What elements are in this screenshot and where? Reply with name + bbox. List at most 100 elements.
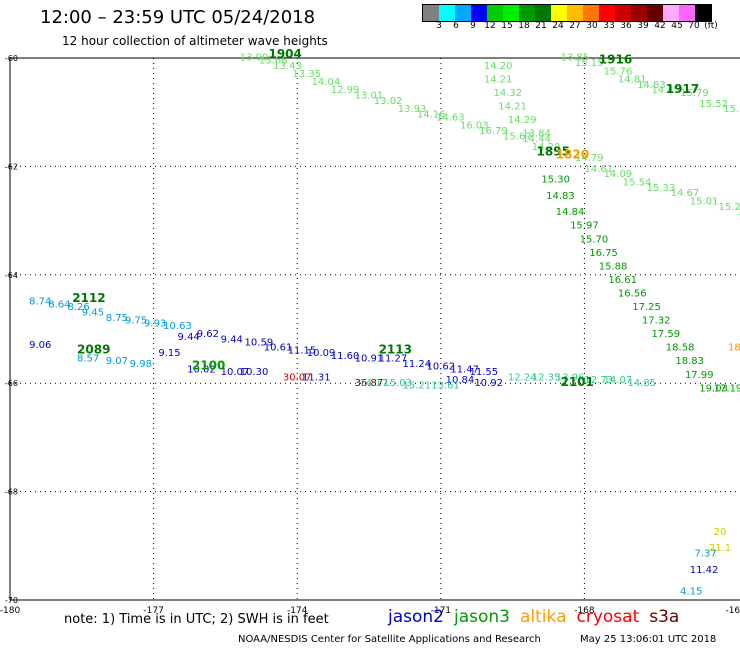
swh-label: 8.74 bbox=[29, 297, 51, 308]
swh-label: 17.59 bbox=[651, 329, 680, 340]
legend-swatch bbox=[615, 5, 631, 21]
swh-label: 14.04 bbox=[312, 77, 341, 88]
swh-label: 15.33 bbox=[647, 183, 676, 194]
swh-label: 13.43 bbox=[273, 61, 302, 72]
swh-label: 14.29 bbox=[508, 115, 537, 126]
legend-label: 30 bbox=[586, 21, 598, 31]
swh-label: 13.93 bbox=[398, 104, 427, 115]
swh-label: 10.09 bbox=[307, 348, 336, 359]
swh-label: 13.61 bbox=[431, 381, 460, 392]
legend-label: 45 bbox=[671, 21, 683, 31]
swh-label: 11.15 bbox=[288, 345, 317, 356]
swh-label: 15.88 bbox=[599, 261, 628, 272]
swh-label: 15.03 bbox=[383, 378, 412, 389]
swh-label: 16.79 bbox=[479, 126, 508, 137]
swh-label: 14.83 bbox=[546, 191, 575, 202]
legend-label: 3 bbox=[436, 21, 442, 31]
swh-label: 7.37 bbox=[695, 549, 717, 560]
swh-label: 14.09 bbox=[604, 169, 633, 180]
swh-label: 9.06 bbox=[29, 340, 51, 351]
swh-label: 9.75 bbox=[125, 316, 147, 327]
legend-swatch bbox=[599, 5, 615, 21]
legend-label: 24 bbox=[552, 21, 564, 31]
swh-label: 36.87 bbox=[355, 378, 384, 389]
legend-label: 36 bbox=[620, 21, 632, 31]
mission-legend-cryosat: cryosat bbox=[576, 607, 640, 627]
swh-label: 13.85 bbox=[560, 53, 589, 64]
legend-swatch bbox=[551, 5, 567, 21]
map-title: 12:00 – 23:59 UTC 05/24/2018 bbox=[40, 7, 316, 28]
swh-label: 13.90 bbox=[240, 53, 269, 64]
swh-label: 14.20 bbox=[484, 61, 513, 72]
swh-label: 11.42 bbox=[690, 565, 719, 576]
swh-label: 10.84 bbox=[446, 375, 475, 386]
swh-label: 12.35 bbox=[532, 372, 561, 383]
legend-label: 18 bbox=[518, 21, 530, 31]
swh-label: 16.61 bbox=[608, 275, 637, 286]
legend-swatch bbox=[503, 5, 519, 21]
plot-frame bbox=[9, 57, 740, 601]
legend-label: (ft) bbox=[704, 21, 718, 31]
lon-tick-label: -174 bbox=[287, 606, 308, 616]
lat-tick-label: -66 bbox=[5, 379, 18, 388]
legend-label: 39 bbox=[637, 21, 649, 31]
legend-swatch bbox=[455, 5, 471, 21]
pass-time-label: 1904 bbox=[268, 47, 301, 61]
swh-label: 4.15 bbox=[680, 587, 702, 598]
swh-label: 9.44 bbox=[178, 332, 200, 343]
pass-time-label: 1895 bbox=[537, 145, 570, 159]
legend-swatch bbox=[567, 5, 583, 21]
generated-timestamp: May 25 13:06:01 UTC 2018 bbox=[580, 634, 717, 645]
legend-swatch bbox=[519, 5, 535, 21]
legend-swatch bbox=[695, 5, 711, 21]
swh-label: 13.66 bbox=[259, 55, 288, 66]
legend-label: 21 bbox=[535, 21, 547, 31]
color-legend-bar bbox=[422, 4, 712, 22]
mission-legend-jason3: jason3 bbox=[454, 607, 510, 627]
swh-label: 15.79 bbox=[680, 88, 709, 99]
swh-label: 9.15 bbox=[158, 348, 180, 359]
swh-label: 13.01 bbox=[355, 91, 384, 102]
wave-height-labels: 13.9013.6613.4313.3514.0412.9913.0113.02… bbox=[29, 53, 740, 598]
swh-label: 17.32 bbox=[642, 316, 671, 327]
legend-label: 33 bbox=[603, 21, 615, 31]
swh-label: 12.73 bbox=[584, 375, 613, 386]
legend-swatch bbox=[535, 5, 551, 21]
swh-label: 14.21 bbox=[498, 101, 527, 112]
pass-time-label: 2089 bbox=[77, 342, 110, 356]
pass-time-label: 1820 bbox=[556, 147, 589, 161]
swh-label: 20 bbox=[714, 527, 727, 538]
legend-swatch bbox=[647, 5, 663, 21]
swh-label: 14.07 bbox=[604, 375, 633, 386]
lon-tick-label: -180 bbox=[0, 606, 20, 616]
swh-label: 14.17 bbox=[359, 378, 388, 389]
mission-legend-s3a: s3a bbox=[649, 607, 680, 627]
swh-label: 19.03 bbox=[699, 383, 728, 394]
swh-label: 14.0 bbox=[738, 207, 740, 218]
lat-tick-label: -62 bbox=[5, 162, 18, 171]
lat-tick-label: -60 bbox=[5, 54, 18, 63]
swh-label: 14.61 bbox=[584, 164, 613, 175]
swh-label: 14.85 bbox=[628, 378, 657, 389]
swh-label: 15.01 bbox=[690, 196, 719, 207]
swh-label: 14.32 bbox=[493, 88, 522, 99]
swh-label: 14.44 bbox=[522, 134, 551, 145]
mission-legend-jason2: jason2 bbox=[388, 607, 444, 627]
pass-time-label: 2100 bbox=[192, 359, 225, 373]
swh-label: 11.47 bbox=[450, 364, 479, 375]
swh-label: 15.18 bbox=[723, 104, 740, 115]
swh-label: 15.21 bbox=[403, 381, 432, 392]
map-subtitle: 12 hour collection of altimeter wave hei… bbox=[62, 34, 328, 48]
legend-swatch bbox=[679, 5, 695, 21]
swh-label: 9.45 bbox=[82, 307, 104, 318]
swh-label: 8.64 bbox=[48, 299, 70, 310]
swh-label: 14.16 bbox=[417, 110, 446, 121]
legend-label: 15 bbox=[501, 21, 513, 31]
legend-label: 6 bbox=[453, 21, 459, 31]
swh-label: 10.62 bbox=[426, 362, 455, 373]
swh-label: 10.91 bbox=[355, 354, 384, 365]
swh-label: 15.22 bbox=[718, 202, 740, 213]
lon-tick-label: -177 bbox=[143, 606, 163, 616]
lat-tick-label: -70 bbox=[5, 596, 18, 605]
